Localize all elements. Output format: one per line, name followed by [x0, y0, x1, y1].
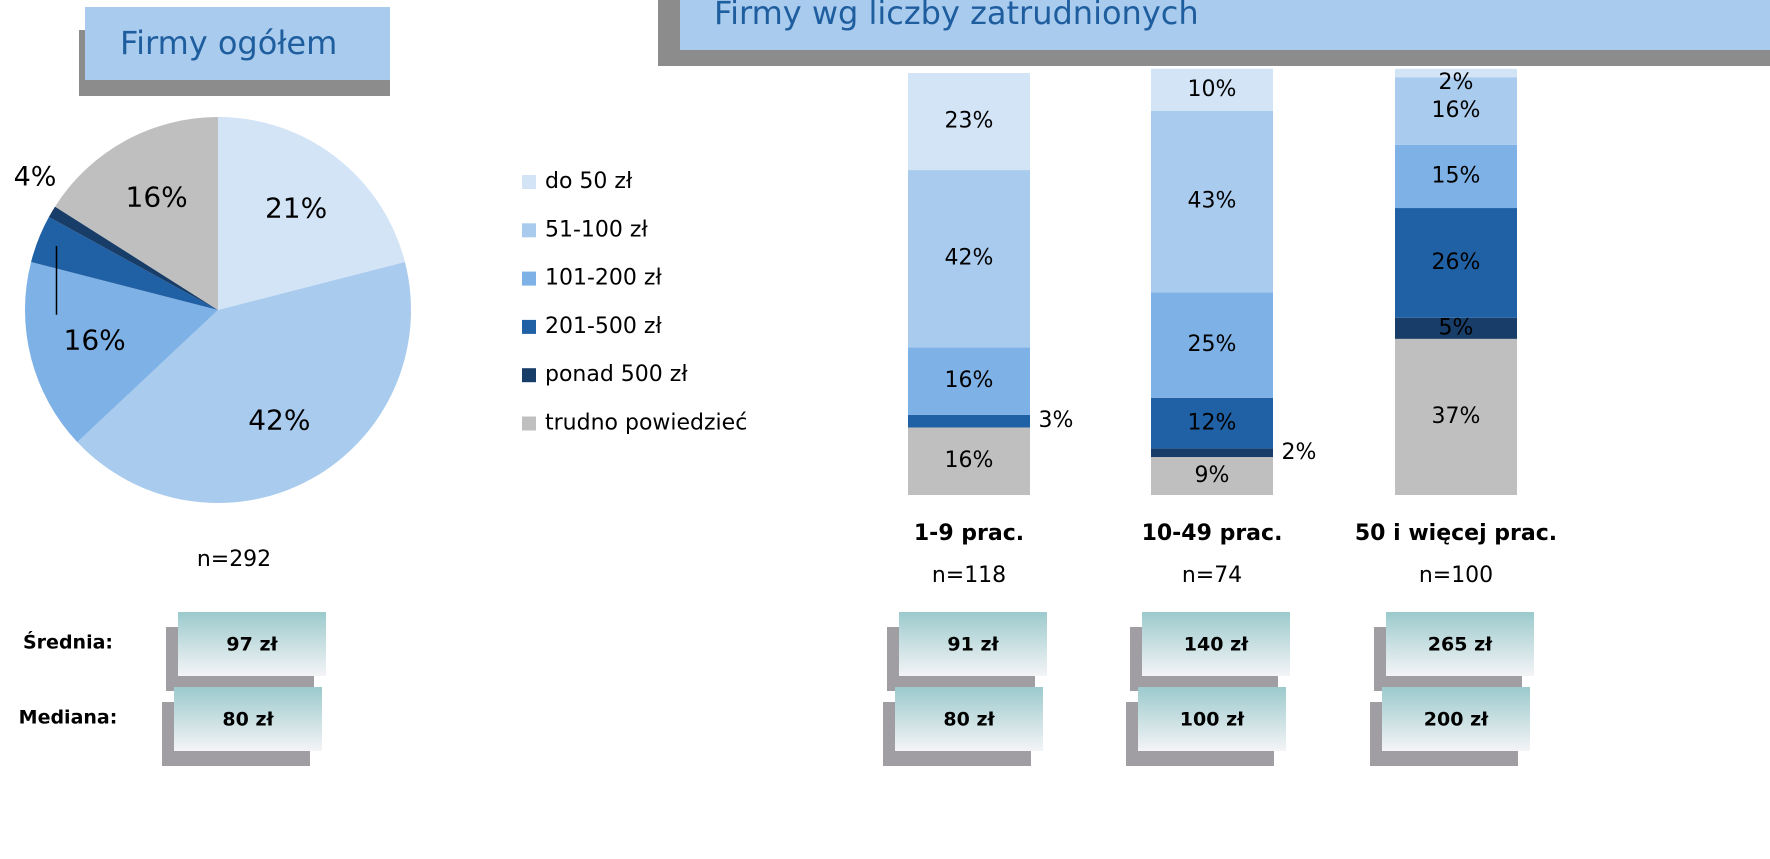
legend-swatch: [522, 319, 536, 334]
category-label: 1-9 prac.: [914, 521, 1024, 546]
sample-size: n=292: [197, 547, 271, 572]
legend-swatch: [522, 223, 536, 238]
value-box: [1138, 687, 1286, 751]
value-box: [1142, 612, 1290, 676]
sample-size: n=100: [1419, 563, 1493, 588]
pie-slice: [218, 117, 405, 310]
segment-label: 37%: [1432, 404, 1481, 429]
sample-size: n=118: [932, 563, 1006, 588]
segment-label: 16%: [945, 448, 994, 473]
value-box: [895, 687, 1043, 751]
value-box: [899, 612, 1047, 676]
segment-label: 3%: [1039, 408, 1074, 433]
legend-label: ponad 500 zł: [545, 362, 688, 387]
box-value: 265 zł: [1428, 634, 1493, 656]
bar-segment: [1395, 338, 1517, 495]
bar-segment: [1151, 68, 1273, 111]
box-value: 80 zł: [222, 709, 274, 731]
bar-segment: [908, 170, 1030, 348]
box-value: 200 zł: [1424, 709, 1489, 731]
legend-label: trudno powiedzieć: [545, 411, 747, 436]
bar-segment: [908, 414, 1030, 428]
segment-label: 10%: [1188, 77, 1237, 102]
pie-title: Firmy ogółem: [120, 24, 337, 62]
legend-swatch: [522, 271, 536, 286]
title-box: [680, 0, 1770, 50]
bar-segment: [1151, 292, 1273, 398]
segment-label: 23%: [945, 109, 994, 134]
segment-label: 25%: [1188, 332, 1237, 357]
box-value: 91 zł: [947, 634, 999, 656]
box-value: 100 zł: [1180, 709, 1245, 731]
box-value: 97 zł: [226, 634, 278, 656]
legend-label: do 50 zł: [545, 169, 633, 194]
title-box: [85, 7, 390, 80]
bar-segment: [1395, 317, 1517, 339]
value-box: [1386, 612, 1534, 676]
segment-label: 2%: [1439, 70, 1474, 95]
segment-label: 9%: [1195, 463, 1230, 488]
segment-label: 16%: [945, 368, 994, 393]
bar-segment: [1395, 208, 1517, 318]
slice-label: 16%: [64, 324, 126, 357]
segment-label: 5%: [1439, 315, 1474, 340]
box-value: 80 zł: [943, 709, 995, 731]
box-value: 140 zł: [1184, 634, 1249, 656]
bar-title: Firmy wg liczby zatrudnionych: [714, 0, 1199, 32]
bar-segment: [908, 347, 1030, 415]
legend-swatch: [522, 416, 536, 431]
legend-label: 101-200 zł: [545, 266, 662, 291]
segment-label: 26%: [1432, 250, 1481, 275]
slice-label: 42%: [248, 404, 310, 437]
bar-segment: [1395, 68, 1517, 78]
bar-segment: [908, 427, 1030, 495]
bar-segment: [1151, 110, 1273, 293]
pie-slice: [31, 217, 219, 310]
segment-label: 2%: [1282, 440, 1317, 465]
legend-swatch: [522, 368, 536, 383]
category-label: 10-49 prac.: [1142, 521, 1283, 546]
median-label: Mediana:: [19, 707, 118, 729]
segment-label: 16%: [1432, 98, 1481, 123]
value-box: [174, 687, 322, 751]
legend-swatch: [522, 175, 536, 189]
pie-slice: [48, 206, 219, 310]
bar-segment: [1395, 77, 1517, 145]
value-box: [1382, 687, 1530, 751]
bar-segment: [1395, 144, 1517, 209]
legend-label: 51-100 zł: [545, 217, 648, 242]
pie-slice: [77, 262, 411, 503]
pie-slice: [25, 262, 219, 443]
bar-segment: [908, 73, 1030, 171]
segment-label: 15%: [1432, 163, 1481, 188]
bar-segment: [1151, 457, 1273, 495]
value-box: [178, 612, 326, 676]
slice-label: 16%: [126, 180, 188, 213]
legend-label: 201-500 zł: [545, 314, 662, 339]
segment-label: 42%: [945, 246, 994, 271]
mean-label: Średnia:: [23, 630, 113, 654]
sample-size: n=74: [1182, 563, 1242, 588]
pie-slice: [55, 117, 219, 310]
category-label: 50 i więcej prac.: [1355, 521, 1557, 546]
bar-segment: [1151, 448, 1273, 458]
slice-label: 4%: [14, 162, 57, 193]
segment-label: 43%: [1188, 189, 1237, 214]
slice-label: 21%: [265, 191, 327, 224]
segment-label: 12%: [1188, 410, 1237, 435]
bar-segment: [1151, 397, 1273, 449]
